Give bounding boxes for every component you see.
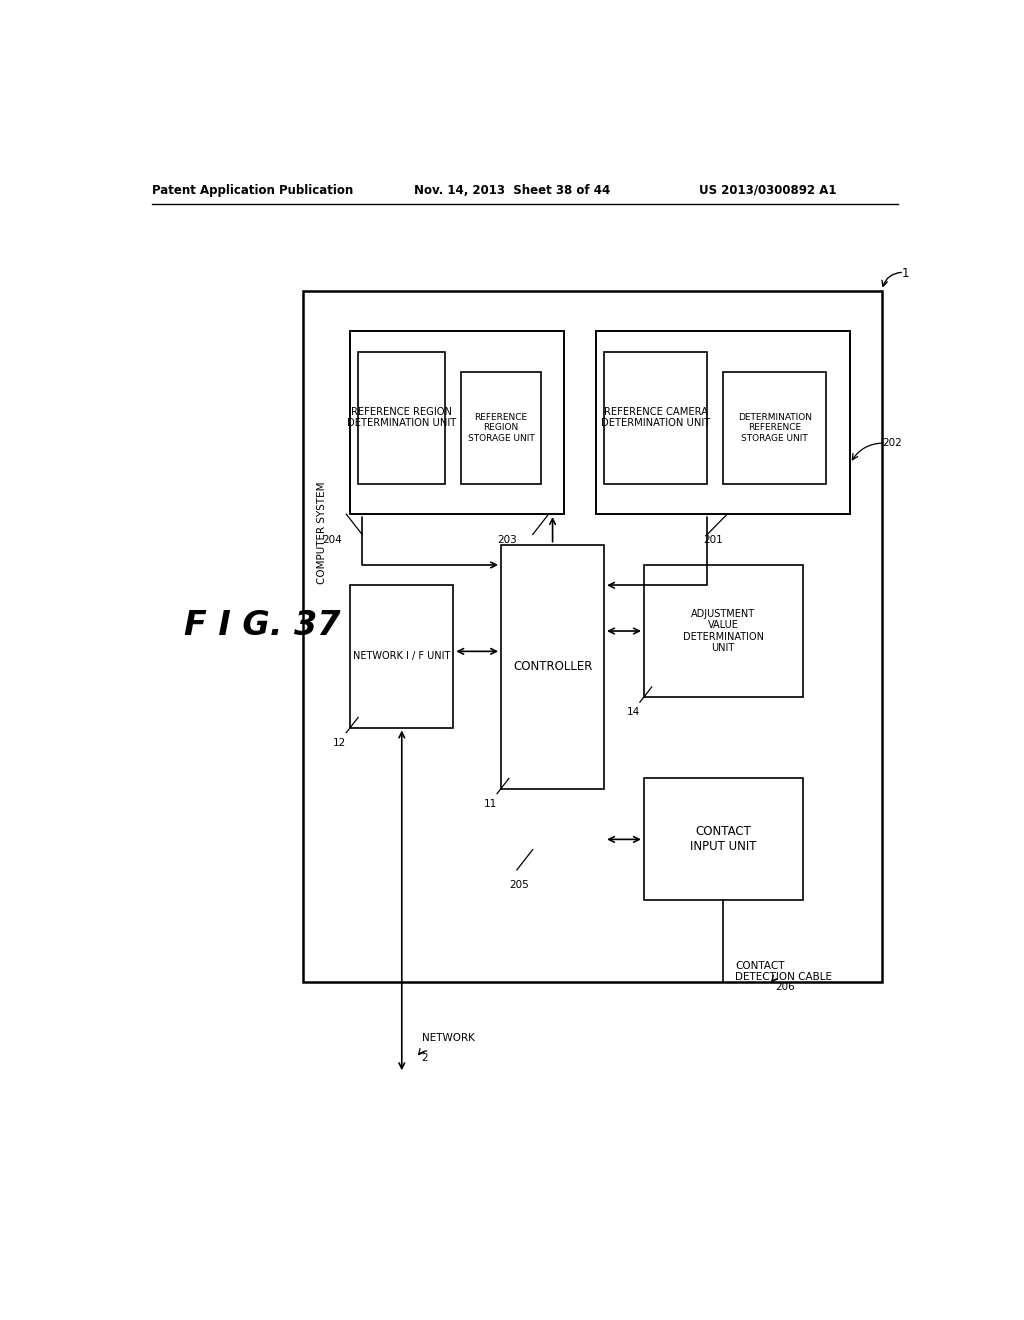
Text: NETWORK I / F UNIT: NETWORK I / F UNIT xyxy=(353,652,451,661)
Text: 2: 2 xyxy=(422,1053,428,1063)
Text: 201: 201 xyxy=(703,535,723,545)
Text: 204: 204 xyxy=(323,535,342,545)
FancyBboxPatch shape xyxy=(596,331,850,515)
Text: NETWORK: NETWORK xyxy=(422,1032,474,1043)
Text: F I G. 37: F I G. 37 xyxy=(183,610,340,643)
Text: DETERMINATION
REFERENCE
STORAGE UNIT: DETERMINATION REFERENCE STORAGE UNIT xyxy=(737,413,812,442)
Text: REFERENCE
REGION
STORAGE UNIT: REFERENCE REGION STORAGE UNIT xyxy=(468,413,535,442)
FancyBboxPatch shape xyxy=(501,545,604,788)
Text: Nov. 14, 2013  Sheet 38 of 44: Nov. 14, 2013 Sheet 38 of 44 xyxy=(414,183,610,197)
FancyBboxPatch shape xyxy=(303,290,882,982)
Text: ADJUSTMENT
VALUE
DETERMINATION
UNIT: ADJUSTMENT VALUE DETERMINATION UNIT xyxy=(683,609,764,653)
Text: 14: 14 xyxy=(627,708,640,717)
FancyBboxPatch shape xyxy=(350,585,454,727)
Text: CONTACT
INPUT UNIT: CONTACT INPUT UNIT xyxy=(690,825,757,854)
Text: US 2013/0300892 A1: US 2013/0300892 A1 xyxy=(699,183,837,197)
Text: 11: 11 xyxy=(483,799,497,809)
Text: CONTROLLER: CONTROLLER xyxy=(513,660,592,673)
FancyBboxPatch shape xyxy=(358,351,445,483)
Text: COMPUTER SYSTEM: COMPUTER SYSTEM xyxy=(317,482,328,583)
Text: 203: 203 xyxy=(497,535,517,545)
Text: 1: 1 xyxy=(902,268,909,280)
FancyBboxPatch shape xyxy=(462,372,541,483)
FancyBboxPatch shape xyxy=(644,779,803,900)
Text: CONTACT
DETECTION CABLE: CONTACT DETECTION CABLE xyxy=(735,961,833,982)
Text: 206: 206 xyxy=(775,982,795,991)
Text: REFERENCE CAMERA
DETERMINATION UNIT: REFERENCE CAMERA DETERMINATION UNIT xyxy=(601,407,711,429)
Text: Patent Application Publication: Patent Application Publication xyxy=(152,183,353,197)
Text: 202: 202 xyxy=(882,438,902,447)
FancyBboxPatch shape xyxy=(644,565,803,697)
Text: 12: 12 xyxy=(333,738,346,748)
FancyBboxPatch shape xyxy=(604,351,708,483)
FancyBboxPatch shape xyxy=(350,331,564,515)
FancyBboxPatch shape xyxy=(723,372,826,483)
Text: 205: 205 xyxy=(509,880,528,890)
Text: REFERENCE REGION
DETERMINATION UNIT: REFERENCE REGION DETERMINATION UNIT xyxy=(347,407,457,429)
